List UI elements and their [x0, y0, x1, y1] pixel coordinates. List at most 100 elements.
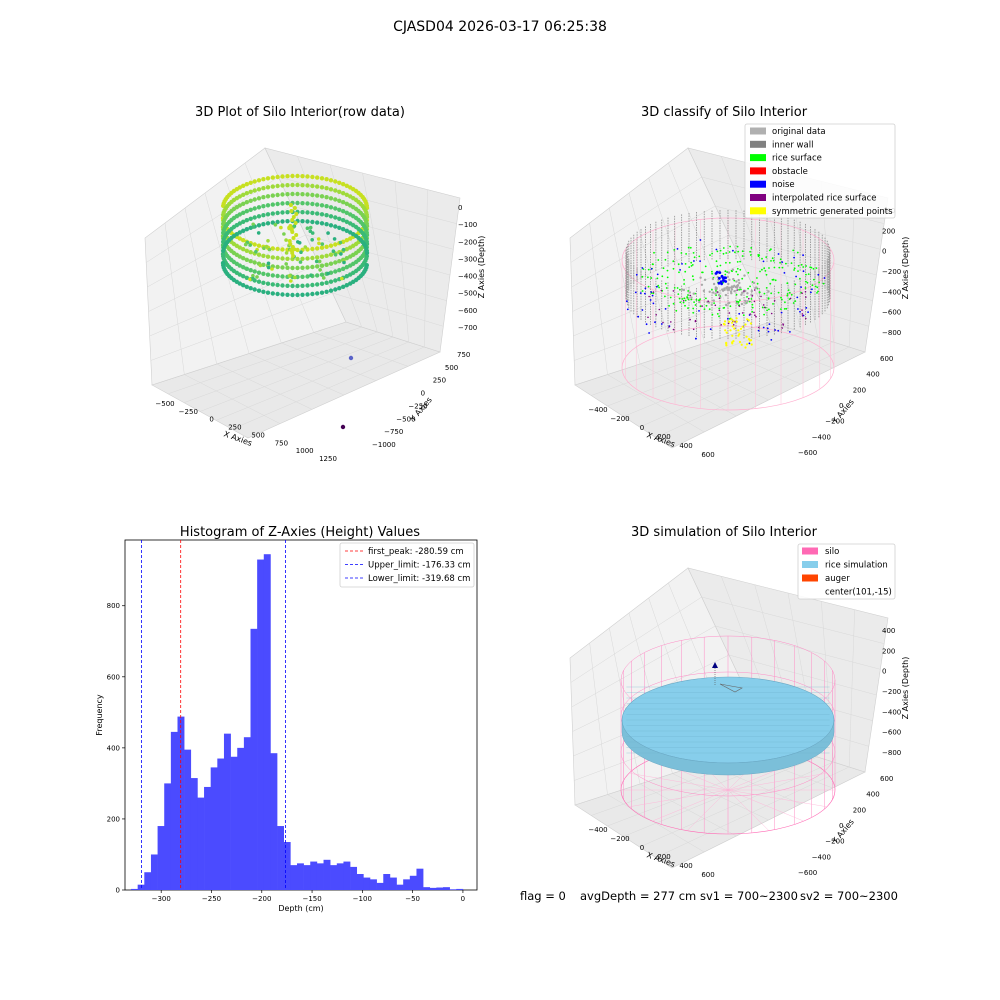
original-data-point: [737, 278, 740, 282]
raw-point: [256, 252, 262, 257]
x-tick-label: −200: [252, 895, 271, 903]
raw-point: [348, 245, 353, 250]
noise-point: [649, 299, 652, 301]
raw-point: [280, 183, 285, 188]
raw-point: [290, 251, 295, 255]
rice-surface-point: [761, 257, 763, 260]
y-tick-label: 200: [107, 815, 120, 823]
noise-point: [762, 326, 765, 329]
tick-label: −500: [458, 290, 477, 298]
raw-point: [300, 192, 305, 197]
rice-surface-point: [769, 282, 772, 285]
raw-point: [275, 210, 280, 216]
rice-surface-point: [818, 281, 820, 284]
raw-point: [328, 196, 334, 201]
noise-point: [799, 310, 801, 313]
rice-surface-point: [668, 305, 670, 307]
rice-surface-point: [738, 288, 740, 291]
raw-point: [344, 201, 349, 206]
interpolated-surface-point: [763, 306, 766, 309]
rice-surface-point: [804, 287, 807, 289]
histogram-bar: [343, 861, 351, 890]
rice-surface-point: [802, 266, 805, 268]
rice-surface-point: [814, 285, 817, 288]
rice-surface-point: [736, 300, 739, 303]
raw-data-3d-plot: 3D Plot of Silo Interior(row data) −500−…: [144, 105, 486, 463]
raw-point: [319, 245, 325, 250]
noise-point: [777, 253, 780, 255]
raw-point: [285, 192, 290, 197]
histogram-bar: [449, 889, 457, 890]
raw-point: [265, 272, 271, 277]
noise-point: [648, 332, 650, 334]
symmetric-generated-point: [733, 327, 736, 330]
raw-point: [310, 231, 315, 235]
raw-point: [344, 283, 349, 288]
legend-label: center(101,-15): [825, 588, 892, 598]
rice-surface-point: [708, 308, 711, 310]
raw-point: [275, 201, 280, 207]
rice-surface-point: [666, 251, 669, 254]
symmetric-generated-point: [729, 329, 732, 332]
rice-surface-point: [757, 254, 760, 256]
legend-label: obstacle: [772, 167, 808, 177]
raw-point: [293, 275, 297, 280]
rice-surface-point: [672, 302, 675, 305]
rice-surface-point: [676, 287, 679, 289]
tick-label: 250: [433, 377, 446, 385]
raw-point: [324, 177, 329, 182]
tick-label: 250: [228, 424, 241, 432]
rice-surface-point: [741, 250, 744, 253]
simulation-plot-surface: [620, 635, 836, 835]
figure-title: CJASD04 2026-03-17 06:25:38: [393, 19, 607, 35]
interpolated-surface-point: [718, 309, 721, 312]
rice-surface-point: [672, 260, 675, 263]
histogram-bar: [330, 865, 338, 890]
noise-point: [811, 288, 813, 291]
original-data-point: [738, 281, 741, 285]
raw-point: [285, 283, 290, 288]
rice-surface-point: [656, 277, 659, 280]
raw-point: [291, 215, 296, 219]
raw-point: [339, 252, 343, 256]
raw-point: [328, 279, 334, 284]
raw-point: [342, 260, 346, 265]
raw-point: [289, 209, 294, 213]
raw-point: [321, 276, 326, 280]
rice-surface-point: [771, 257, 774, 260]
rice-surface-point: [647, 285, 650, 288]
original-data-point: [712, 291, 715, 294]
raw-point: [319, 263, 325, 268]
raw-point: [265, 176, 271, 181]
rice-surface-point: [675, 309, 678, 312]
interpolated-surface-point: [672, 328, 675, 331]
raw-point: [310, 183, 315, 189]
tick-label: 0: [209, 416, 213, 424]
raw-point: [315, 282, 320, 287]
histogram-bar: [369, 879, 377, 890]
raw-point: [324, 253, 329, 258]
rice-surface-point: [770, 248, 772, 251]
raw-point: [280, 174, 285, 179]
interpolated-surface-point: [801, 292, 803, 295]
rice-surface-point: [779, 258, 782, 261]
raw-point: [244, 284, 249, 289]
raw-point: [251, 276, 255, 281]
symmetric-generated-point: [741, 325, 744, 328]
rice-surface-point: [716, 250, 719, 253]
tick-label: −200: [882, 268, 901, 276]
noise-point: [660, 323, 663, 325]
interpolated-surface-point: [782, 323, 784, 325]
raw-point: [261, 195, 266, 200]
noise-point: [695, 337, 697, 340]
raw-point: [237, 230, 242, 235]
original-data-point: [746, 292, 749, 295]
tick-label: 600: [880, 775, 893, 783]
rice-surface-point: [751, 310, 754, 313]
legend-label: inner wall: [772, 140, 813, 150]
raw-point: [341, 218, 346, 223]
interpolated-surface-point: [805, 296, 807, 298]
rice-surface-point: [705, 297, 707, 300]
raw-point: [305, 219, 310, 224]
symmetric-generated-point: [725, 331, 728, 334]
